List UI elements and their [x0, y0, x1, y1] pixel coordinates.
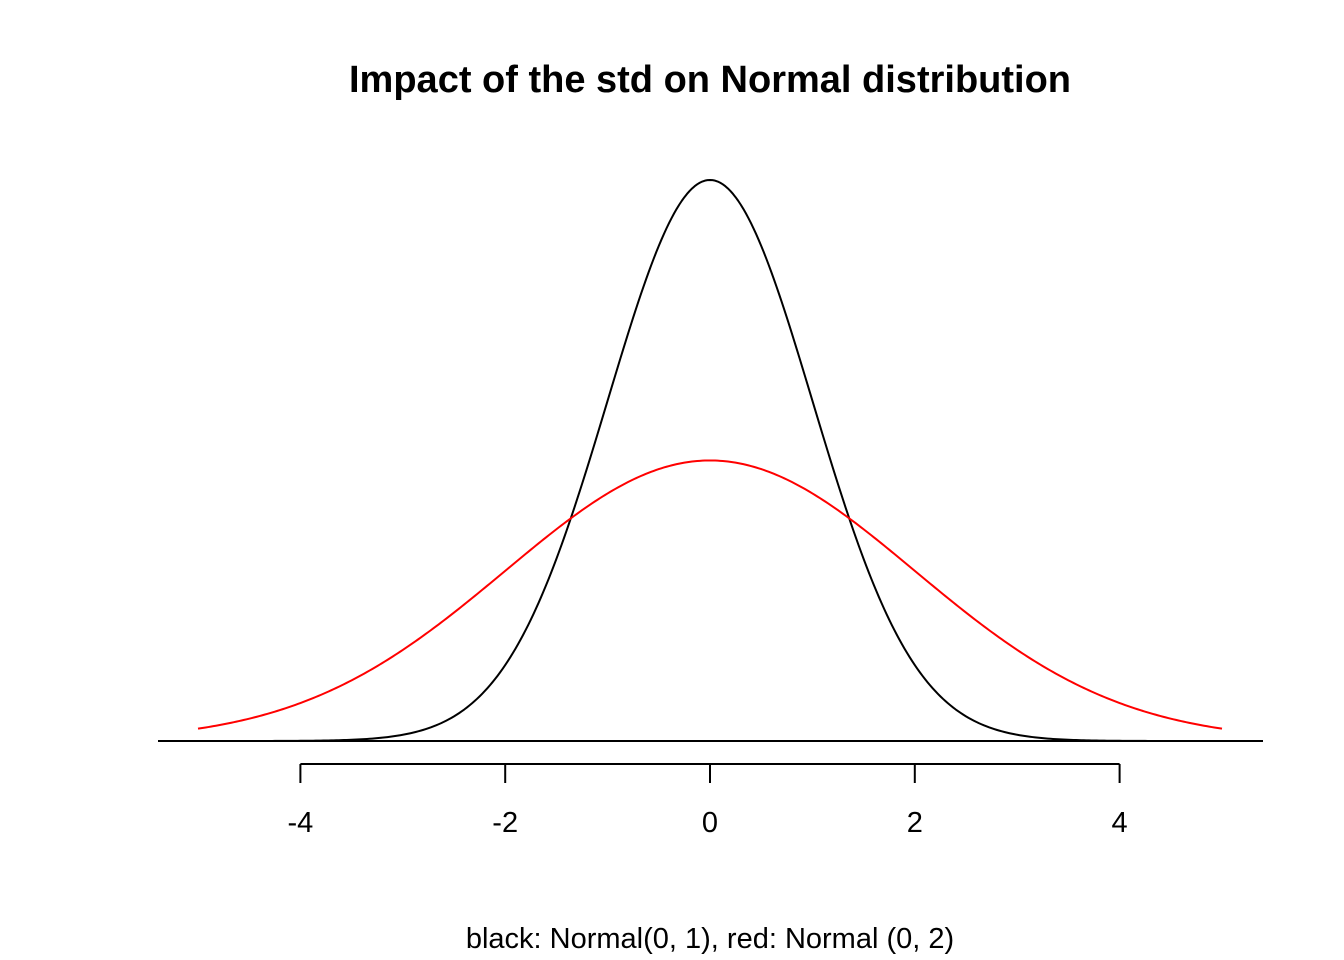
x-tick-label: -4	[288, 807, 314, 839]
x-tick-label: -2	[492, 807, 518, 839]
density-curve-sd-1	[198, 178, 1222, 742]
x-tick-label: 4	[1112, 807, 1128, 839]
x-axis-label: black: Normal(0, 1), red: Normal (0, 2)	[466, 923, 954, 955]
x-axis: -4 -2 0 2 4	[288, 763, 1128, 839]
x-tick-label: 0	[702, 807, 718, 839]
series-layer	[197, 178, 1223, 742]
chart-title: Impact of the std on Normal distribution	[349, 59, 1071, 101]
x-tick-label: 2	[907, 807, 923, 839]
density-curve-sd-2	[197, 459, 1223, 730]
